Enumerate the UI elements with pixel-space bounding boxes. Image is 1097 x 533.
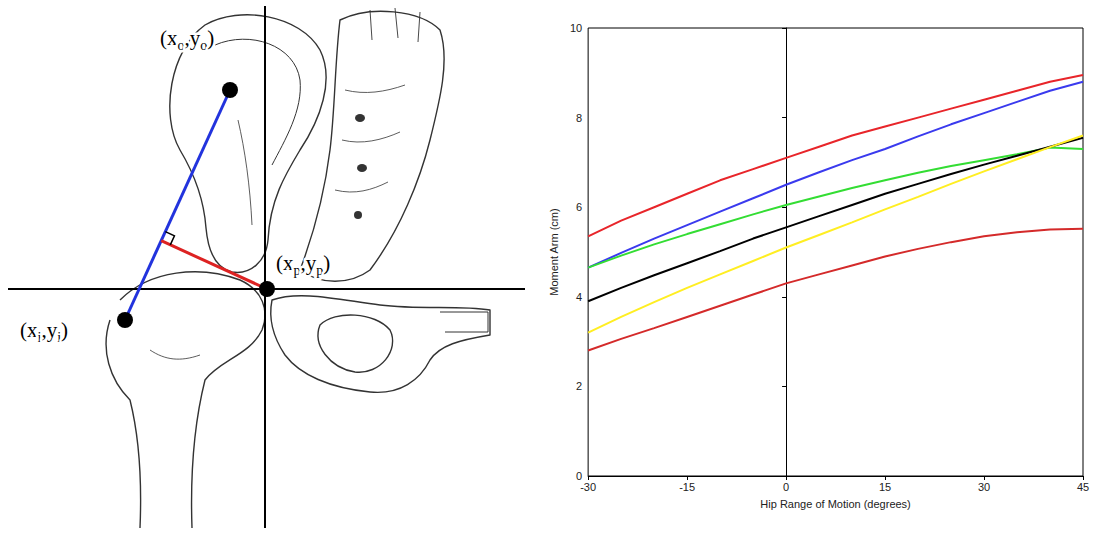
svg-text:15: 15: [879, 481, 891, 493]
svg-text:Hip Range of Motion (degrees): Hip Range of Motion (degrees): [760, 498, 910, 510]
svg-text:10: 10: [570, 22, 582, 34]
svg-text:(xo,yo): (xo,yo): [160, 26, 214, 53]
svg-text:0: 0: [576, 470, 583, 482]
svg-text:6: 6: [576, 201, 582, 213]
svg-text:0: 0: [783, 481, 789, 493]
svg-text:(xp,yp): (xp,yp): [276, 251, 330, 278]
svg-text:-30: -30: [580, 481, 596, 493]
svg-text:Moment Arm (cm): Moment Arm (cm): [548, 208, 560, 295]
svg-text:-15: -15: [679, 481, 695, 493]
svg-text:(xi,yi): (xi,yi): [20, 318, 68, 345]
svg-text:8: 8: [576, 112, 582, 124]
svg-text:2: 2: [576, 380, 582, 392]
svg-text:4: 4: [576, 291, 582, 303]
svg-text:45: 45: [1077, 481, 1089, 493]
svg-text:30: 30: [978, 481, 990, 493]
